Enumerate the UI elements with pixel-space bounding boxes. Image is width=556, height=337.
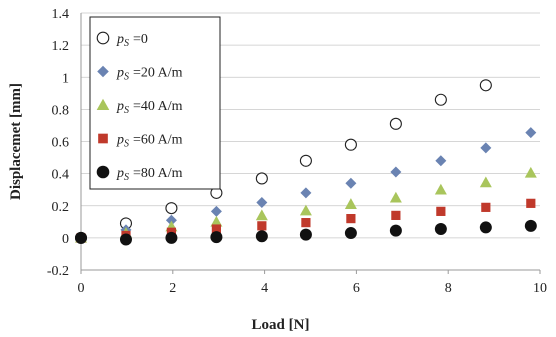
data-point	[300, 187, 312, 199]
legend-value: =40 A/m	[133, 99, 183, 114]
series-4	[75, 219, 537, 246]
data-point	[299, 204, 312, 216]
legend-item: pS =80 A/m	[96, 165, 183, 183]
y-tick-label: 0.4	[52, 168, 70, 183]
data-point	[299, 228, 312, 241]
x-tick-labels: 0 2 4 6 8 10	[78, 270, 547, 296]
data-point	[391, 210, 401, 220]
data-point	[390, 166, 402, 178]
y-tick-label: 0	[62, 232, 69, 247]
data-point	[165, 202, 178, 215]
data-point	[75, 231, 87, 244]
legend-value: =80 A/m	[133, 166, 183, 181]
x-tick-label: 2	[169, 281, 176, 296]
data-point	[346, 214, 356, 224]
legend-value: =60 A/m	[133, 133, 183, 148]
y-tick-label: 1	[62, 71, 69, 86]
legend-label: pS =40 A/m	[116, 99, 183, 116]
legend-marker-4	[96, 165, 110, 179]
legend-marker-1	[97, 65, 109, 78]
y-tick-label: 1.4	[52, 7, 70, 22]
legend-marker-2	[96, 98, 110, 111]
data-point	[345, 177, 357, 189]
data-point	[434, 183, 447, 195]
data-point	[479, 176, 492, 188]
legend: pS =0pS =20 A/mpS =40 A/mpS =60 A/mpS =80 A/m	[89, 16, 221, 190]
data-point	[524, 166, 537, 178]
data-point	[344, 138, 357, 151]
legend-item: pS =0	[96, 31, 148, 49]
x-tick-label: 10	[533, 281, 547, 296]
data-point	[524, 219, 537, 232]
legend-subscript: S	[124, 38, 129, 49]
data-point	[119, 233, 132, 246]
legend-label: pS =60 A/m	[116, 133, 183, 150]
legend-value: =20 A/m	[133, 66, 183, 81]
legend-marker-3	[98, 133, 108, 144]
legend-subscript: S	[124, 139, 129, 150]
data-point	[301, 218, 311, 228]
y-axis-title: Displacemet [mm]	[8, 83, 24, 200]
legend-marker-0	[96, 31, 110, 45]
legend-symbol: p	[116, 99, 124, 114]
data-point	[165, 214, 177, 226]
legend-item: pS =40 A/m	[96, 98, 183, 116]
y-tick-labels: -0.2 0 0.2 0.4 0.6 0.8 1 1.2 1.4	[47, 7, 69, 279]
x-axis-title: Load [N]	[252, 317, 310, 333]
data-point	[479, 79, 492, 92]
data-point	[211, 224, 222, 234]
legend-value: =0	[133, 32, 148, 47]
data-point	[256, 197, 268, 209]
data-point	[480, 142, 492, 154]
legend-item: pS =20 A/m	[97, 65, 183, 83]
legend-box	[89, 16, 221, 190]
legend-label: pS =0	[116, 32, 148, 49]
legend-subscript: S	[124, 172, 129, 183]
x-tick-label: 0	[78, 281, 85, 296]
data-point	[299, 154, 312, 167]
y-tick-label: 1.2	[52, 39, 70, 54]
legend-subscript: S	[124, 105, 129, 116]
legend-symbol: p	[116, 66, 124, 81]
x-tick-label: 6	[353, 281, 360, 296]
data-point	[165, 231, 178, 244]
data-point	[344, 198, 357, 209]
data-point	[255, 230, 268, 243]
data-point	[210, 231, 223, 244]
data-point	[344, 227, 357, 240]
data-point	[434, 93, 447, 106]
legend-symbol: p	[116, 32, 124, 47]
data-point	[525, 127, 537, 139]
legend-subscript: S	[124, 72, 129, 83]
legend-symbol: p	[116, 166, 124, 181]
data-point	[389, 224, 402, 237]
x-tick-label: 4	[261, 281, 268, 296]
data-point	[389, 117, 402, 130]
data-point	[210, 205, 222, 217]
data-point	[255, 172, 268, 185]
data-point	[435, 155, 447, 167]
data-point	[210, 215, 223, 227]
legend-item: pS =60 A/m	[98, 133, 183, 150]
data-point	[436, 206, 446, 216]
legend-symbol: p	[116, 133, 124, 148]
y-tick-label: 0.2	[52, 200, 70, 215]
data-point	[257, 221, 267, 231]
data-point	[479, 221, 492, 234]
data-point	[255, 209, 268, 221]
data-point	[481, 202, 491, 212]
legend-label: pS =20 A/m	[116, 66, 183, 83]
data-point	[389, 191, 402, 203]
y-tick-label: -0.2	[47, 264, 69, 279]
data-point	[434, 223, 447, 236]
data-point	[526, 198, 536, 208]
legend-label: pS =80 A/m	[116, 166, 183, 183]
y-tick-label: 0.6	[52, 136, 70, 151]
y-tick-label: 0.8	[52, 103, 70, 118]
x-tick-label: 8	[445, 281, 452, 296]
